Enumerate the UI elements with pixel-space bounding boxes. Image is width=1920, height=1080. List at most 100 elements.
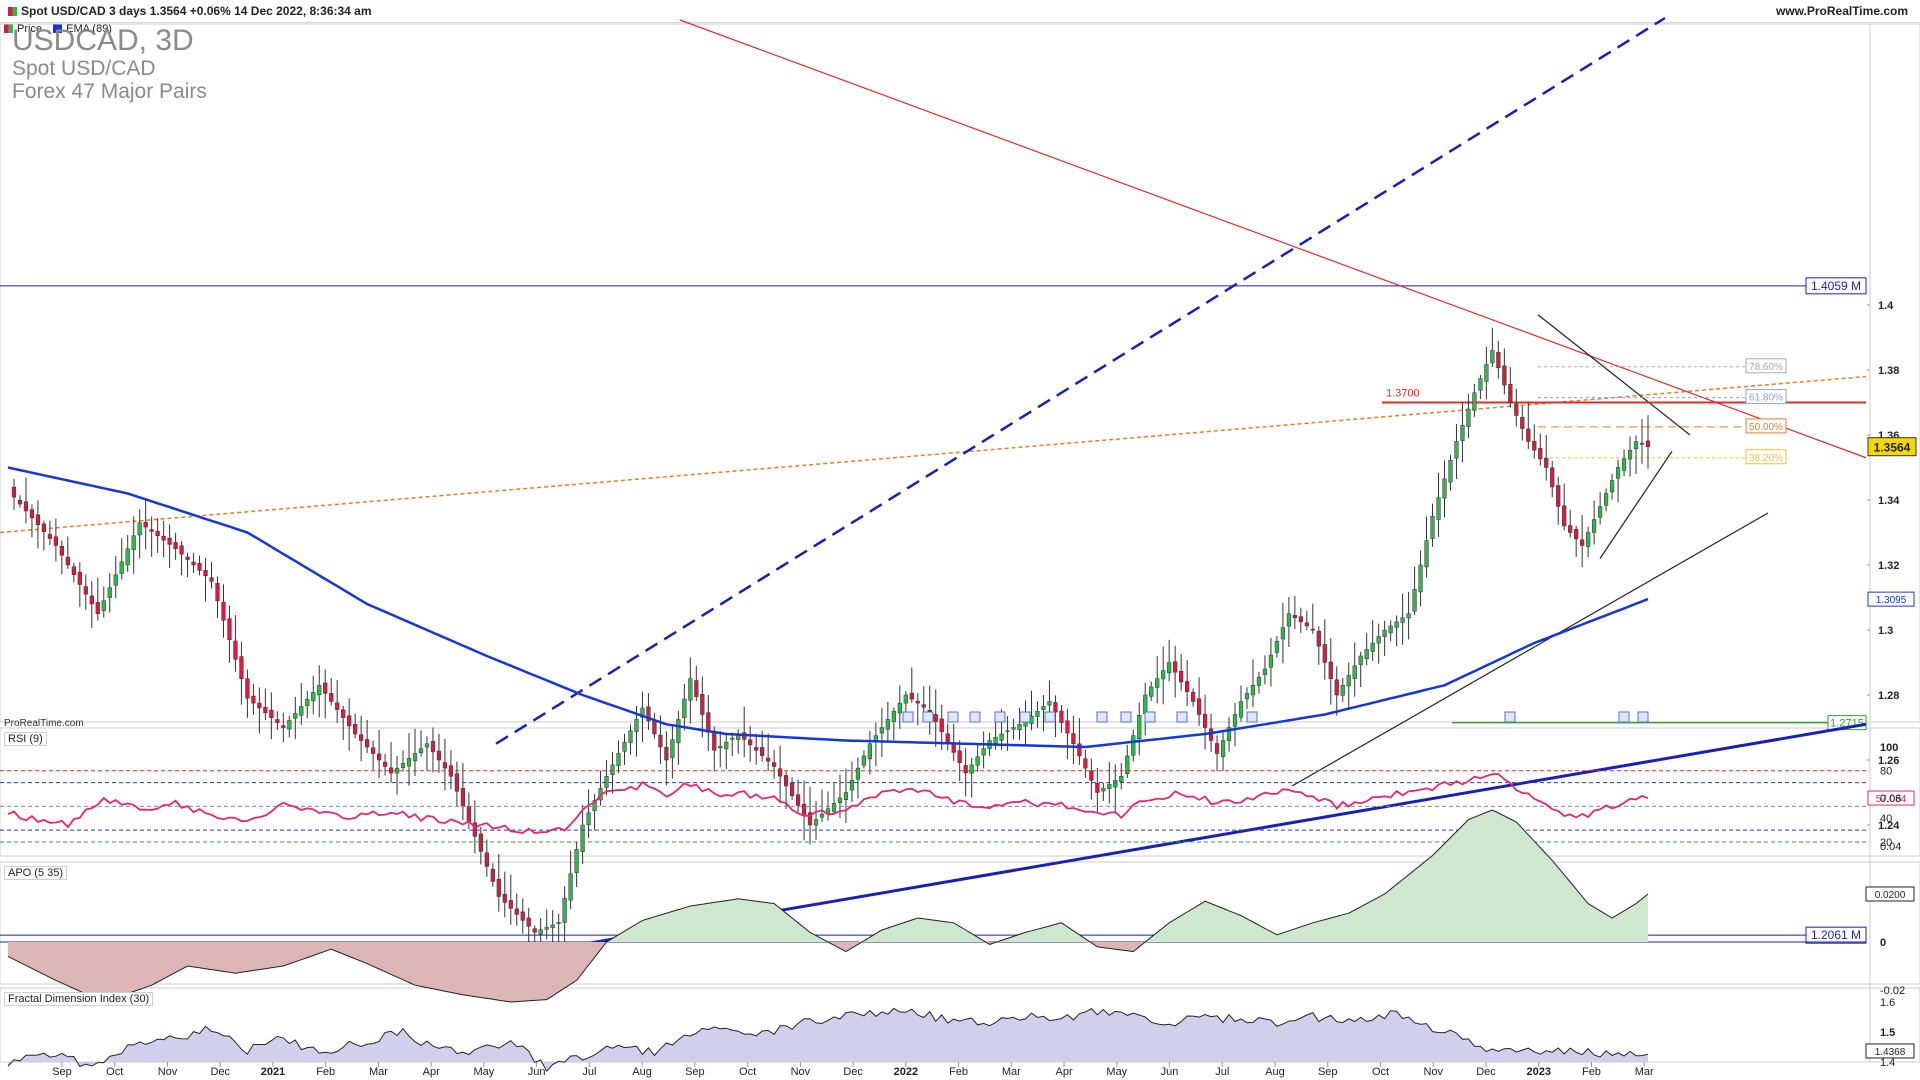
candle-body <box>1478 378 1483 391</box>
blue-support-trendline <box>576 722 1867 947</box>
candle-body <box>1430 516 1435 539</box>
candle-body <box>819 813 825 818</box>
candle-body <box>1316 630 1321 647</box>
candle-body <box>520 911 525 921</box>
candle-body <box>137 522 142 536</box>
watermark: ProRealTime.com <box>4 718 84 729</box>
candle-body <box>143 521 148 528</box>
fdi-value-label: 1.4368 <box>1875 1047 1906 1058</box>
candle-body <box>1185 681 1190 692</box>
candle-body <box>1586 532 1591 547</box>
apo-panel-frame <box>0 861 1920 985</box>
candle-body <box>179 545 184 555</box>
candle-body <box>1286 613 1291 627</box>
candle-body <box>1262 668 1268 675</box>
candle-body <box>317 685 322 696</box>
candle-body <box>1370 642 1375 652</box>
legend-item-price[interactable]: Price <box>4 23 42 35</box>
candle-body <box>305 699 310 707</box>
rsi-label[interactable]: RSI (9) <box>4 732 47 746</box>
fib-badge <box>1745 418 1787 434</box>
candle-body <box>101 600 106 611</box>
candle-body <box>1161 670 1166 680</box>
apo-y-tick-label: 0 <box>1880 937 1886 949</box>
candle-body <box>1352 665 1357 679</box>
candle-body <box>1412 589 1417 612</box>
candle-body <box>173 542 178 550</box>
event-marker-icon <box>922 711 934 723</box>
candle-body <box>927 709 932 712</box>
candle-body <box>849 780 855 791</box>
candle-body <box>1448 459 1453 483</box>
candle-body <box>718 745 723 749</box>
x-axis-tick-label: Jun <box>528 1066 546 1078</box>
candle-body <box>1508 383 1513 403</box>
apo-label[interactable]: APO (5 35) <box>4 866 68 880</box>
candle-body <box>353 723 358 735</box>
resistance-trendline <box>679 19 1867 459</box>
event-marker-icon <box>947 711 959 723</box>
candle-body <box>646 706 651 722</box>
candle-body <box>700 694 705 715</box>
legend-item-ema[interactable]: EMA (89) <box>53 23 112 35</box>
triangle-upper-line <box>1537 314 1691 436</box>
candle-body <box>634 719 639 732</box>
candle-body <box>574 849 579 874</box>
candle-body <box>1232 714 1238 727</box>
orange-dotted-trendline <box>0 375 1867 534</box>
event-marker-icon <box>1176 711 1188 723</box>
fdi-label[interactable]: Fractal Dimension Index (30) <box>4 992 154 1006</box>
candle-body <box>490 868 495 882</box>
candle-body <box>1562 505 1567 527</box>
candle-body <box>466 806 471 822</box>
candle-body <box>724 741 729 750</box>
level-label-high: 1.4059 M <box>1811 279 1861 293</box>
candle-body <box>556 922 561 924</box>
candle-body <box>766 757 771 762</box>
event-marker-icon <box>1044 711 1056 723</box>
candle-body <box>1621 458 1627 471</box>
fib-badge <box>1745 389 1787 405</box>
x-axis-tick-label: Sep <box>1318 1066 1338 1078</box>
candle-body <box>975 756 980 766</box>
instrument-group: Forex 47 Major Pairs <box>12 80 207 103</box>
candle-body <box>1095 783 1100 793</box>
candle-body <box>1502 365 1507 386</box>
price-swatch-icon <box>4 24 13 33</box>
x-axis-tick-label: Jun <box>1161 1066 1179 1078</box>
candle-body <box>963 765 968 774</box>
candle-body <box>83 586 88 595</box>
candle-body <box>1603 493 1609 506</box>
candle-body <box>610 764 615 776</box>
candle-body <box>1310 628 1315 631</box>
candle-body <box>95 602 100 614</box>
candle-body <box>676 719 681 744</box>
candle-body <box>1149 686 1154 697</box>
candle-body <box>502 893 507 903</box>
candle-body <box>406 758 412 767</box>
event-marker-icon <box>1019 711 1031 723</box>
candle-body <box>281 725 286 728</box>
event-marker-icon <box>902 711 914 723</box>
fdi-line <box>7 1007 1649 1073</box>
candle-body <box>562 897 567 923</box>
candle-body <box>1328 661 1333 679</box>
candle-body <box>1125 755 1130 775</box>
candle-body <box>400 763 406 768</box>
fib-label: 78.60% <box>1749 362 1783 373</box>
candle-body <box>628 730 633 743</box>
candle-body <box>484 852 489 867</box>
apo-y-tick-label: -0.02 <box>1880 985 1905 997</box>
fib-badge <box>1745 358 1787 374</box>
x-axis-tick-label: Aug <box>1265 1066 1285 1078</box>
blue-dashed-trendline <box>495 16 1666 745</box>
candle-body <box>1645 440 1651 447</box>
x-axis-tick-label: May <box>1106 1066 1127 1078</box>
x-axis-tick-label: Mar <box>1002 1066 1021 1078</box>
candle-body <box>41 523 47 532</box>
candle-body <box>251 695 256 704</box>
candle-body <box>586 812 591 826</box>
ema-value-badge <box>1867 591 1915 607</box>
site-url[interactable]: www.ProRealTime.com <box>1775 4 1908 18</box>
